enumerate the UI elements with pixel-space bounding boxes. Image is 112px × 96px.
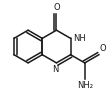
Text: O: O xyxy=(100,44,107,53)
Text: N: N xyxy=(52,65,59,74)
Text: O: O xyxy=(53,3,60,12)
Text: NH: NH xyxy=(73,34,86,43)
Text: NH₂: NH₂ xyxy=(77,81,93,90)
